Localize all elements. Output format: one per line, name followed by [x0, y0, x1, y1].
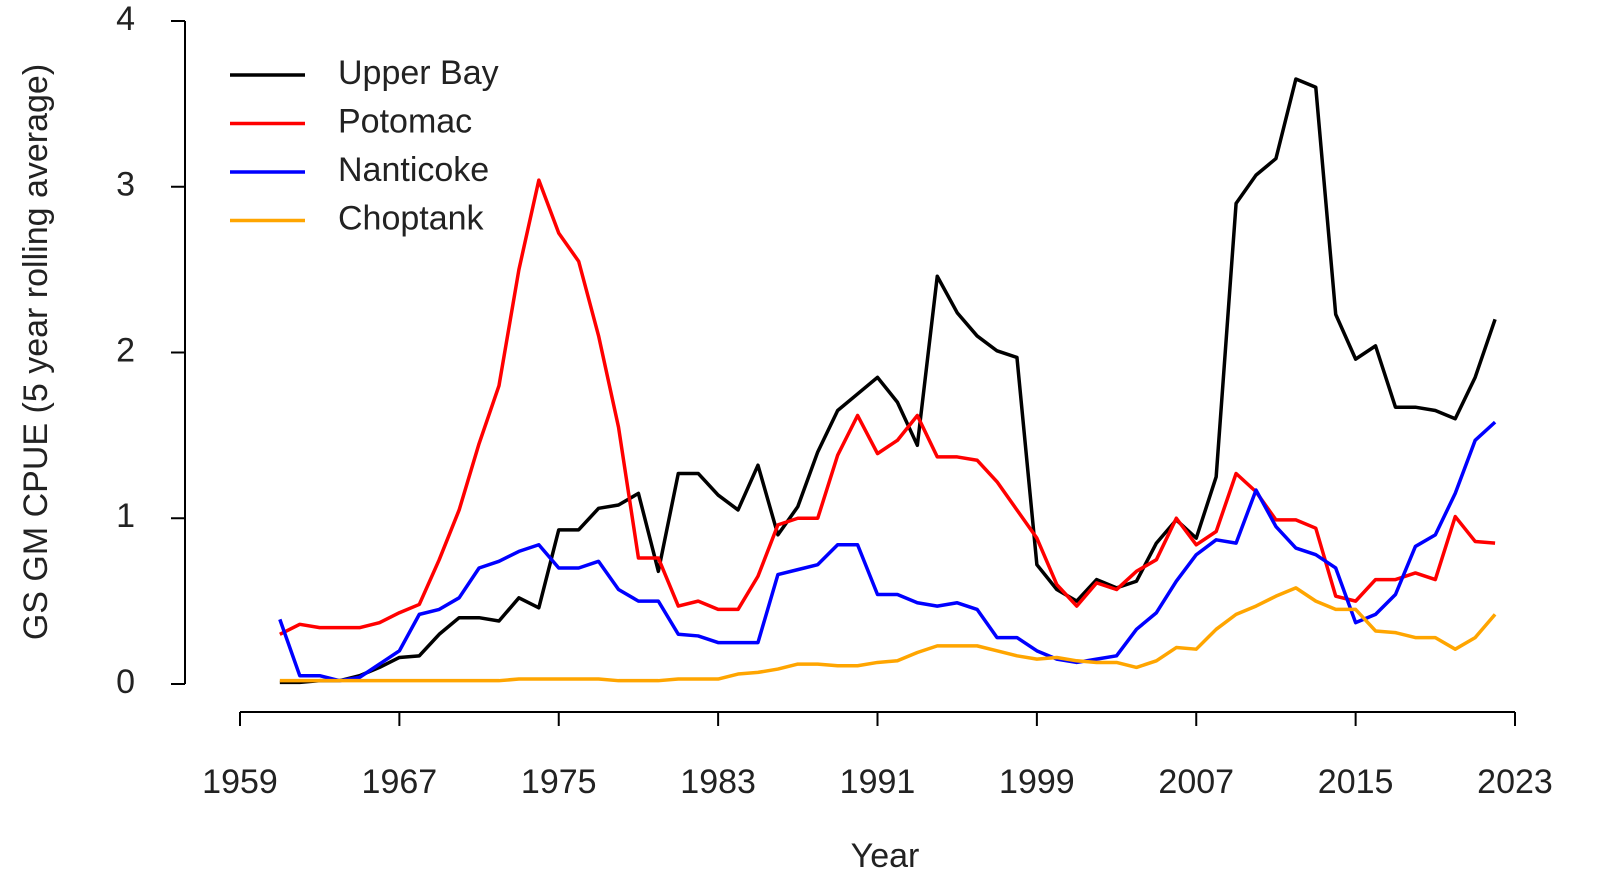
y-tick-label: 1	[116, 497, 135, 535]
y-tick-label: 3	[116, 166, 135, 204]
x-tick-label: 1983	[680, 763, 756, 801]
y-axis-label: GS GM CPUE (5 year rolling average)	[17, 64, 55, 640]
x-tick-label: 2015	[1318, 763, 1394, 801]
y-tick-label: 4	[116, 0, 135, 38]
legend-label: Upper Bay	[338, 54, 499, 92]
x-tick-label: 1991	[840, 763, 916, 801]
line-series	[279, 586, 1497, 683]
legend-label: Potomac	[338, 102, 472, 140]
line-series	[278, 420, 1497, 683]
x-tick-label: 2007	[1158, 763, 1234, 801]
x-axis-label: Year	[851, 837, 920, 875]
x-tick-label: 1967	[362, 763, 438, 801]
x-tick-label: 1959	[202, 763, 278, 801]
y-tick-label: 0	[116, 663, 135, 701]
legend-label: Nanticoke	[338, 151, 489, 189]
x-tick-label: 1975	[521, 763, 597, 801]
line-series	[279, 77, 1497, 685]
y-tick-label: 2	[116, 331, 135, 369]
x-tick-label: 1999	[999, 763, 1075, 801]
x-tick-label: 2023	[1477, 763, 1553, 801]
line-series	[279, 178, 1496, 636]
legend-label: Choptank	[338, 199, 485, 237]
